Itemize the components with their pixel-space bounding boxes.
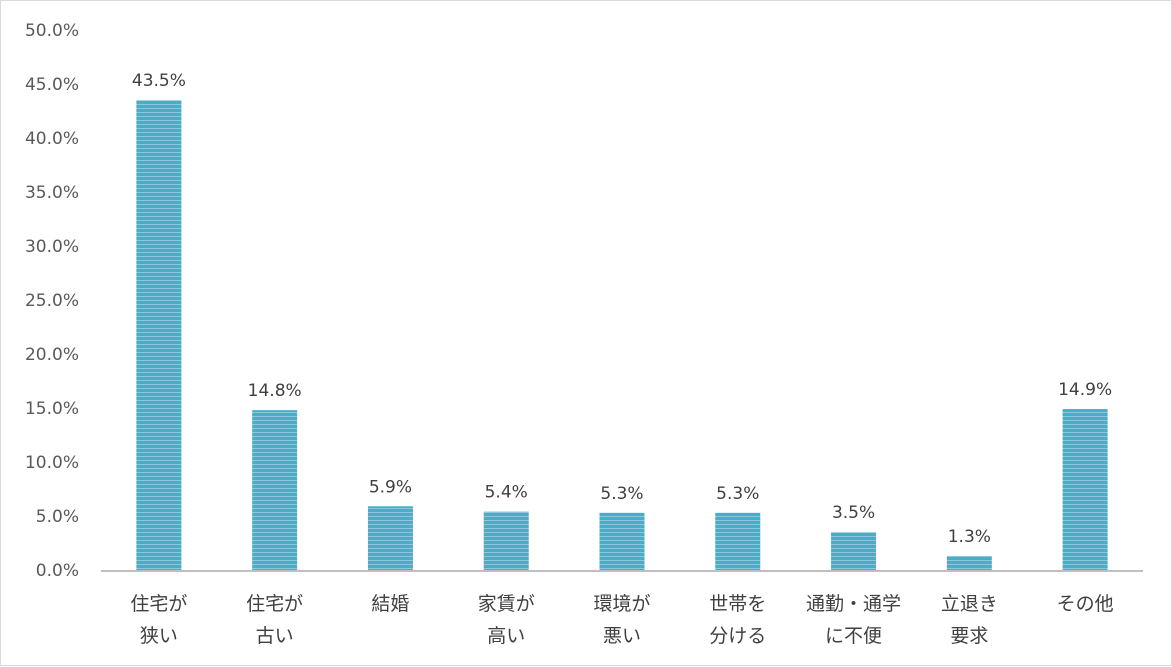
y-tick-label: 30.0% (25, 237, 79, 257)
bar (715, 512, 761, 570)
x-category-label: 住宅が (130, 593, 187, 615)
bar (252, 410, 298, 570)
bar (367, 506, 413, 570)
y-tick-label: 35.0% (25, 183, 79, 203)
x-category-label: 要求 (950, 625, 988, 647)
x-category-label: 分ける (709, 625, 766, 647)
y-tick-label: 10.0% (25, 453, 79, 473)
x-category-label: 結婚 (371, 593, 409, 615)
y-axis: 0.0% 5.0% 10.0% 15.0% 20.0% 25.0% 30.0% 35.0% 40… (25, 21, 79, 581)
x-category-label: 立退き (941, 593, 998, 615)
y-tick-label: 20.0% (25, 345, 79, 365)
y-tick-label: 45.0% (25, 75, 79, 95)
x-category-label: その他 (1057, 593, 1114, 615)
bar (1062, 409, 1108, 570)
y-tick-label: 40.0% (25, 129, 79, 149)
y-tick-label: 15.0% (25, 399, 79, 419)
y-tick-label: 5.0% (36, 507, 79, 527)
x-category-label: 悪い (603, 625, 641, 647)
data-label: 3.5% (832, 503, 875, 523)
bars (136, 100, 1108, 570)
data-label: 43.5% (132, 71, 186, 91)
bar (483, 511, 529, 570)
data-label: 5.4% (485, 483, 528, 503)
x-category-label: 環境が (593, 593, 650, 615)
data-label: 14.9% (1058, 380, 1112, 400)
data-label: 5.3% (716, 484, 759, 504)
data-label: 5.9% (369, 477, 412, 497)
x-category-label: 狭い (140, 625, 178, 647)
bar (136, 100, 182, 570)
x-category-label: 家賃が (478, 593, 535, 615)
data-label: 1.3% (948, 527, 991, 547)
data-labels: 43.5% 14.8% 5.9% 5.4% 5.3% 5.3% 3.5% 1.3% 14.9% (132, 71, 1112, 547)
data-label: 5.3% (600, 484, 643, 504)
y-tick-label: 0.0% (36, 561, 79, 581)
bar (946, 555, 992, 570)
x-category-label: 世帯を (709, 593, 766, 615)
x-category-label: に不便 (825, 625, 882, 647)
x-category-label: 住宅が (246, 593, 303, 615)
x-category-label: 古い (256, 625, 294, 647)
data-label: 14.8% (248, 381, 302, 401)
bar (599, 512, 645, 570)
x-category-label: 高い (487, 625, 525, 647)
bar (831, 532, 877, 570)
y-tick-label: 25.0% (25, 291, 79, 311)
x-category-label: 通勤・通学 (806, 593, 901, 615)
y-tick-label: 50.0% (25, 21, 79, 41)
